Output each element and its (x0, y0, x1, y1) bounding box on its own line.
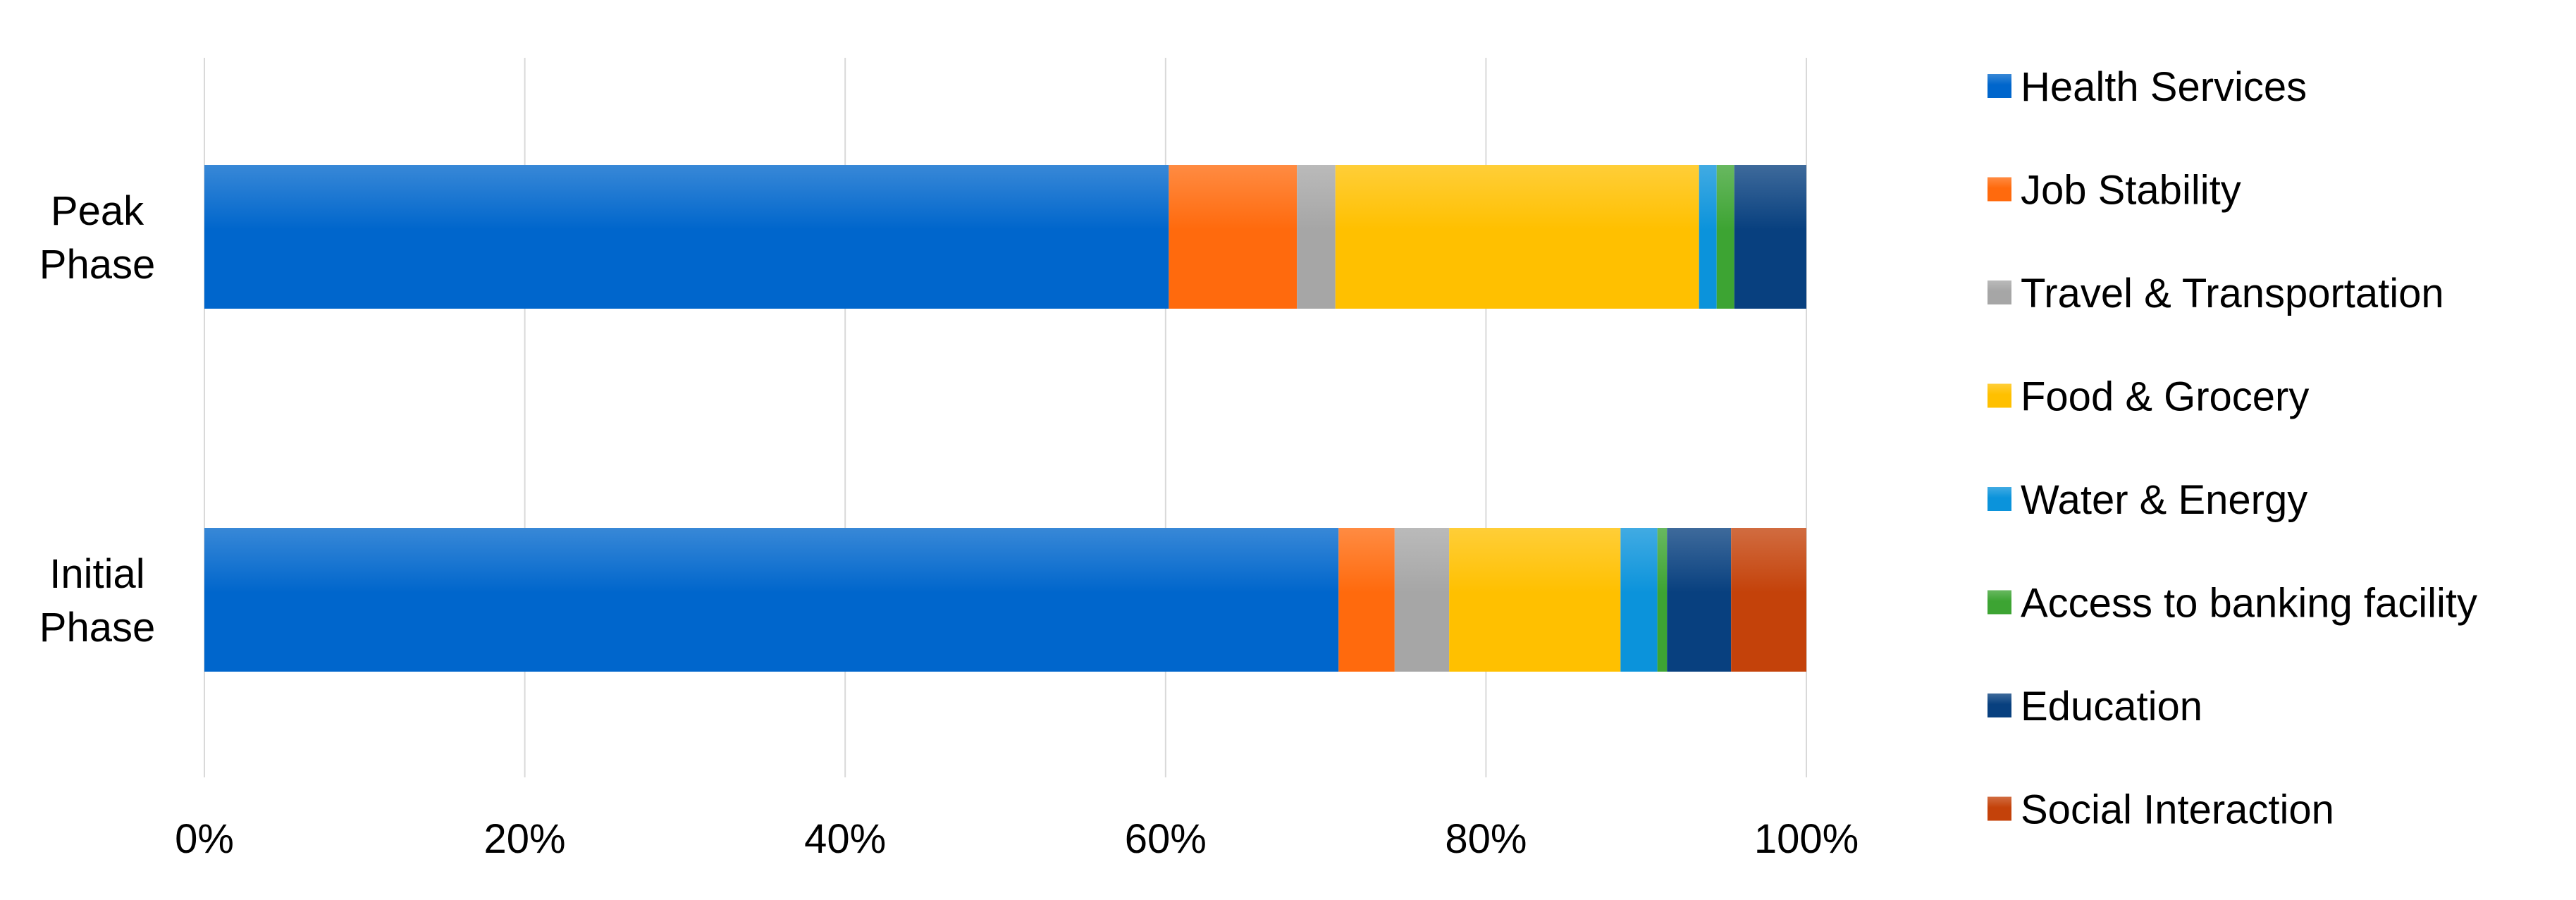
bar-segment (1731, 528, 1806, 672)
bar-segment (1169, 165, 1298, 309)
legend-swatch (1988, 281, 2011, 304)
legend-item: Travel & Transportation (1988, 271, 2444, 316)
legend-swatch (1988, 694, 2011, 717)
legend: Health Services Job Stability Travel & Tra… (1988, 64, 2477, 832)
x-tick-label: 40% (804, 816, 886, 862)
legend-label: Job Stability (2021, 167, 2241, 213)
bar-segment (1338, 528, 1395, 672)
bar-segment (1394, 528, 1450, 672)
legend-item: Health Services (1988, 64, 2307, 110)
bar-segment (1667, 528, 1732, 672)
bar-segment (1734, 165, 1806, 309)
bar-segment (1449, 528, 1621, 672)
category-label: Peak Phase (39, 188, 155, 288)
bar-segment (204, 165, 1169, 309)
legend-label: Education (2021, 684, 2202, 729)
legend-swatch (1988, 796, 2011, 821)
bar-segment (1716, 165, 1734, 309)
legend-label: Access to banking facility (2021, 580, 2477, 626)
legend-swatch (1988, 74, 2011, 98)
legend-item: Access to banking facility (1988, 580, 2477, 626)
legend-item: Job Stability (1988, 167, 2241, 213)
legend-swatch (1988, 383, 2011, 408)
bar-segment (204, 528, 1339, 672)
bar-segment (1657, 528, 1668, 672)
x-tick-label: 100% (1754, 816, 1859, 862)
legend-swatch (1988, 177, 2011, 202)
category-label: Initial Phase (39, 551, 155, 651)
legend-swatch (1988, 487, 2011, 511)
legend-item: Social Interaction (1988, 787, 2334, 832)
category-labels: Peak Phase Initial Phase (39, 188, 155, 651)
bar-segment (1620, 528, 1658, 672)
legend-item: Water & Energy (1988, 477, 2307, 523)
bar-segment (1699, 165, 1717, 309)
legend-item: Education (1988, 684, 2202, 729)
x-tick-label: 80% (1445, 816, 1527, 862)
x-tick-label: 60% (1125, 816, 1207, 862)
legend-label: Travel & Transportation (2021, 271, 2444, 316)
legend-swatch (1988, 590, 2011, 615)
bar-segment (1297, 165, 1336, 309)
legend-item: Food & Grocery (1988, 374, 2309, 419)
bar-segment (1335, 165, 1699, 309)
x-tick-label: 20% (484, 816, 566, 862)
bars (204, 165, 1806, 672)
legend-label: Water & Energy (2021, 477, 2307, 523)
legend-label: Health Services (2021, 64, 2307, 110)
legend-label: Food & Grocery (2021, 374, 2309, 419)
x-tick-label: 0% (175, 816, 234, 862)
legend-label: Social Interaction (2021, 787, 2334, 832)
x-axis-tick-labels: 0% 20% 40% 60% 80% 100% (175, 816, 1859, 862)
